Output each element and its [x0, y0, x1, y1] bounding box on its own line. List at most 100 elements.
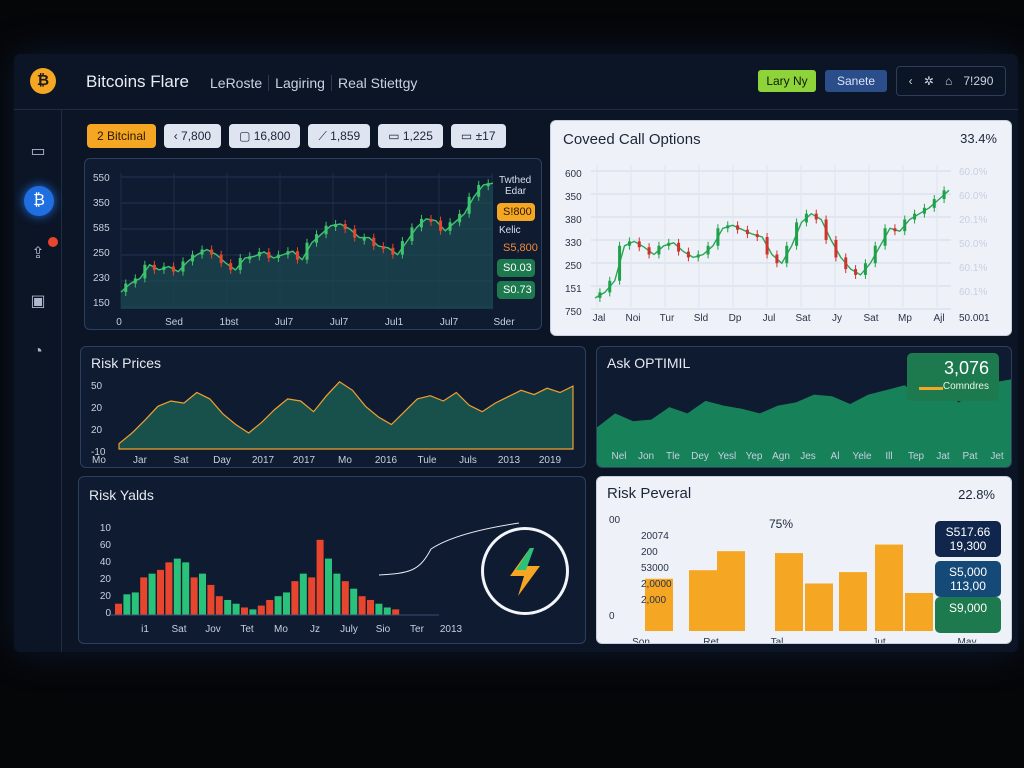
x-tick-label: Jet	[990, 451, 1004, 462]
nav-item[interactable]: Real Stiettgy	[330, 75, 423, 91]
panel-title: Risk Peveral	[607, 485, 692, 502]
candle	[181, 261, 185, 272]
side-label: Edar	[505, 186, 527, 197]
price-tag[interactable]: S!800	[497, 203, 535, 221]
candle	[726, 225, 730, 229]
x-tick-label: Dp	[729, 313, 742, 324]
home-icon[interactable]: ⌂	[944, 74, 953, 88]
bitcoin-nav-icon[interactable]: ₿	[24, 186, 54, 216]
covered-call-chart[interactable]: 600 350 380 330 250 151 750 Jal Noi Tur Sld Dp Jul S…	[551, 121, 1012, 336]
candle	[315, 234, 319, 243]
primary-button[interactable]: Lary Ny	[758, 70, 816, 92]
x-tick-label: Jut	[872, 637, 886, 644]
y-tick-label: 330	[565, 238, 582, 249]
yield-bar	[173, 558, 181, 615]
y-tick-label: 50	[91, 381, 103, 392]
y-tick-label: 20	[100, 591, 112, 602]
x-tick-label: Agn	[772, 451, 790, 462]
value-box[interactable]: S5,000 113,00	[935, 561, 1001, 597]
x-tick-label: 2017	[252, 455, 275, 466]
x-tick-label: Jy	[832, 313, 842, 324]
candle	[362, 237, 366, 241]
power-icon[interactable]: ◔	[33, 343, 43, 360]
notification-badge	[48, 237, 58, 247]
briefcase-icon[interactable]: ▣	[30, 293, 46, 310]
x-tick-label: Sat	[173, 455, 188, 466]
lightning-badge[interactable]	[481, 527, 569, 615]
candle	[295, 251, 299, 260]
x-tick-label: Jon	[638, 451, 654, 462]
candle	[267, 251, 271, 258]
bitcoin-chip[interactable]: 2 Bitcinal	[87, 124, 156, 148]
yield-bar	[341, 581, 349, 615]
yield-bar	[182, 562, 190, 615]
y-tick-label: 20074	[641, 531, 669, 542]
value-box-line: S5,000	[948, 565, 988, 579]
candle	[381, 246, 385, 250]
right-axis-label: 60.1%	[959, 263, 987, 274]
price-tag[interactable]: S0.73	[497, 281, 535, 299]
secondary-button[interactable]: Sanete	[825, 70, 887, 92]
x-tick-label: Jat	[936, 451, 950, 462]
stat-chip[interactable]: ⟋ 1,859	[308, 124, 371, 148]
candle	[893, 228, 897, 232]
stat-chip[interactable]: ▭ 1,225	[378, 124, 443, 148]
candle	[219, 254, 223, 264]
callout-value: 3,076	[943, 358, 989, 378]
risk-yields-chart[interactable]: 10 60 40 20 20 0 i1 Sat Jov Tet Mo Jz July Sio Ter 201…	[79, 477, 586, 644]
y-tick-label: 10	[100, 523, 112, 534]
settings-icon[interactable]: ✲	[923, 74, 934, 88]
x-tick-label: Mp	[898, 313, 912, 324]
y-tick-label: 550	[93, 173, 110, 184]
summary-chips: 2 Bitcinal ‹ 7,800 ▢ 16,800 ⟋ 1,859 ▭ 1,…	[87, 124, 506, 148]
upload-icon[interactable]: ⇪	[31, 245, 45, 262]
main-price-chart[interactable]: 550 350 585 250 230 150 0 Sed 1bst Jul7 Jul7 Jul1 J…	[85, 159, 542, 330]
yield-bar	[165, 562, 173, 615]
candle	[775, 254, 779, 264]
wallet-icon[interactable]: ▭	[30, 143, 46, 160]
right-axis-label: 50.001	[959, 313, 990, 324]
y-tick-label: 2,000	[641, 595, 666, 606]
stat-chip[interactable]: ‹ 7,800	[163, 124, 222, 148]
x-tick-label: Ill	[885, 451, 892, 462]
candle	[200, 249, 204, 255]
x-tick-label: i1	[141, 624, 149, 635]
candle	[372, 237, 376, 247]
yield-bar	[199, 573, 206, 615]
stat-chip[interactable]: ▢ 16,800	[229, 124, 301, 148]
ask-optimal-chart[interactable]: Nel Jon Tle Dey Yesl Yep Agn Jes Al Yele Ill Tep Jat…	[597, 347, 1012, 468]
right-axis-label: 20.1%	[959, 215, 987, 226]
x-tick-label: Tep	[908, 451, 925, 462]
risk-prices-panel: Risk Prices 50 20 20 -10 Mo Jar Sat Day 2017 201…	[80, 346, 586, 468]
back-icon[interactable]: ‹	[908, 74, 913, 88]
x-tick-label: Ret	[703, 637, 719, 644]
value-box[interactable]: S517.66 19,300	[935, 521, 1001, 557]
y-tick-label: 750	[565, 307, 582, 318]
value-box[interactable]: S9,000	[935, 597, 1001, 633]
candle	[745, 229, 749, 235]
x-tick-label: Mo	[338, 455, 352, 466]
price-tag[interactable]: S5,800	[503, 242, 538, 254]
header-tools: ‹ ✲ ⌂ 7!290	[896, 66, 1006, 96]
candle	[124, 283, 128, 292]
y-tick-label: 00	[609, 515, 621, 526]
yield-bar	[207, 584, 215, 615]
x-tick-label: Dey	[691, 451, 709, 462]
price-tag[interactable]: S0.03	[497, 259, 535, 277]
stat-chip[interactable]: ▭ ±17	[450, 124, 506, 148]
value-box-line: S9,000	[948, 601, 988, 615]
candle	[458, 213, 462, 223]
x-tick-label: Yep	[746, 451, 763, 462]
x-tick-label: Mo	[274, 624, 288, 635]
x-tick-label: Day	[213, 455, 231, 466]
candle	[736, 225, 740, 230]
x-tick-label: Noi	[625, 313, 640, 324]
candle	[286, 251, 290, 255]
candle	[171, 266, 175, 272]
nav-item[interactable]: Lagiring	[268, 75, 331, 91]
value-box-line: 19,300	[949, 539, 987, 553]
x-tick-label: Jal	[593, 313, 606, 324]
risk-prices-chart[interactable]: 50 20 20 -10 Mo Jar Sat Day 2017 2017 Mo 2016 Tule J…	[81, 347, 586, 468]
nav-item[interactable]: LeRoste	[210, 75, 263, 91]
